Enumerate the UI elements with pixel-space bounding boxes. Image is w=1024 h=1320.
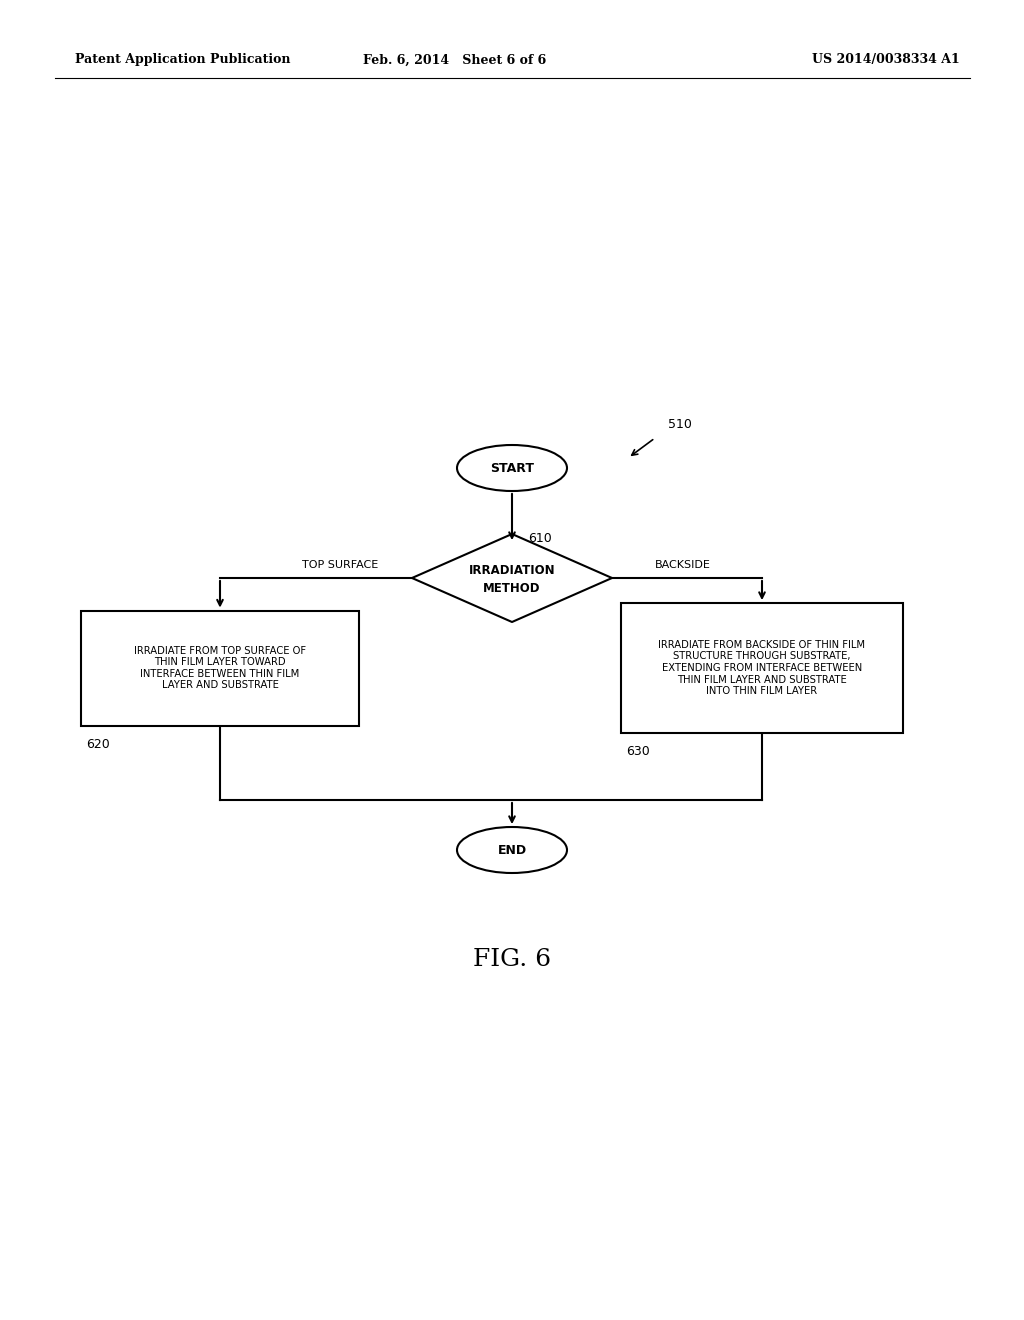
Text: END: END xyxy=(498,843,526,857)
Text: START: START xyxy=(490,462,534,474)
Text: 630: 630 xyxy=(626,744,650,758)
Text: TOP SURFACE: TOP SURFACE xyxy=(302,560,378,570)
FancyBboxPatch shape xyxy=(621,603,903,733)
Ellipse shape xyxy=(457,445,567,491)
Text: 620: 620 xyxy=(86,738,110,751)
Text: 510: 510 xyxy=(668,418,692,432)
Polygon shape xyxy=(412,535,612,622)
Text: 610: 610 xyxy=(528,532,552,544)
Text: METHOD: METHOD xyxy=(483,582,541,594)
Text: IRRADIATE FROM TOP SURFACE OF
THIN FILM LAYER TOWARD
INTERFACE BETWEEN THIN FILM: IRRADIATE FROM TOP SURFACE OF THIN FILM … xyxy=(134,645,306,690)
Text: IRRADIATE FROM BACKSIDE OF THIN FILM
STRUCTURE THROUGH SUBSTRATE,
EXTENDING FROM: IRRADIATE FROM BACKSIDE OF THIN FILM STR… xyxy=(658,640,865,696)
Text: US 2014/0038334 A1: US 2014/0038334 A1 xyxy=(812,54,961,66)
FancyBboxPatch shape xyxy=(81,610,359,726)
Ellipse shape xyxy=(457,828,567,873)
Text: IRRADIATION: IRRADIATION xyxy=(469,564,555,577)
Text: BACKSIDE: BACKSIDE xyxy=(655,560,711,570)
Text: Patent Application Publication: Patent Application Publication xyxy=(75,54,291,66)
Text: Feb. 6, 2014   Sheet 6 of 6: Feb. 6, 2014 Sheet 6 of 6 xyxy=(364,54,547,66)
Text: FIG. 6: FIG. 6 xyxy=(473,949,551,972)
